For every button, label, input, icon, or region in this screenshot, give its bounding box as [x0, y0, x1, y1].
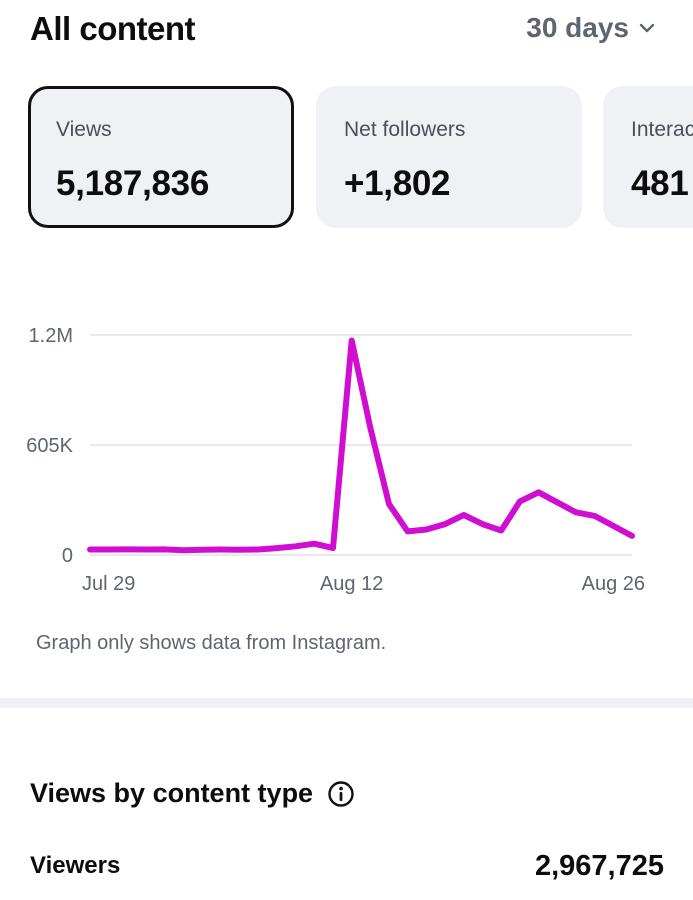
metric-card-interactions[interactable]: Interactions 481 — [603, 86, 693, 228]
y-tick-label: 0 — [62, 545, 73, 567]
views-chart: 0 605K 1.2M Jul 29 Aug 12 Aug 26 — [0, 300, 693, 610]
header: All content 30 days — [0, 0, 693, 60]
section-header: Views by content type — [30, 778, 355, 809]
x-tick-label: Aug 12 — [320, 573, 383, 595]
metric-card-value: 481 — [631, 164, 689, 203]
viewers-value: 2,967,725 — [534, 850, 664, 882]
page-title: All content — [30, 10, 196, 47]
section-divider — [0, 698, 693, 708]
metric-card-label: Interactions — [631, 118, 693, 141]
views-line-chart: 0 605K 1.2M Jul 29 Aug 12 Aug 26 — [26, 325, 645, 595]
metric-card-views[interactable]: Views 5,187,836 — [28, 86, 294, 228]
date-range-dropdown[interactable]: 30 days — [526, 12, 657, 44]
viewers-row: Viewers 2,967,725 — [30, 848, 664, 888]
date-range-label: 30 days — [526, 12, 629, 43]
y-tick-label: 605K — [26, 435, 73, 457]
chart-footnote: Graph only shows data from Instagram. — [36, 632, 387, 654]
chevron-down-icon — [639, 23, 655, 33]
metric-card-label: Net followers — [344, 118, 466, 141]
metric-card-net-followers[interactable]: Net followers +1,802 — [316, 86, 582, 228]
section-title: Views by content type — [30, 778, 314, 808]
x-tick-label: Aug 26 — [582, 573, 645, 595]
info-icon[interactable] — [327, 780, 355, 808]
metric-card-value: +1,802 — [344, 164, 451, 203]
series-line-views — [87, 337, 635, 554]
metric-card-value: 5,187,836 — [56, 164, 210, 203]
metric-card-label: Views — [56, 118, 112, 141]
y-tick-label: 1.2M — [29, 325, 73, 347]
metric-cards: Views 5,187,836 Net followers +1,802 Int… — [0, 86, 693, 231]
x-tick-label: Jul 29 — [82, 573, 135, 595]
viewers-label: Viewers — [30, 852, 121, 879]
